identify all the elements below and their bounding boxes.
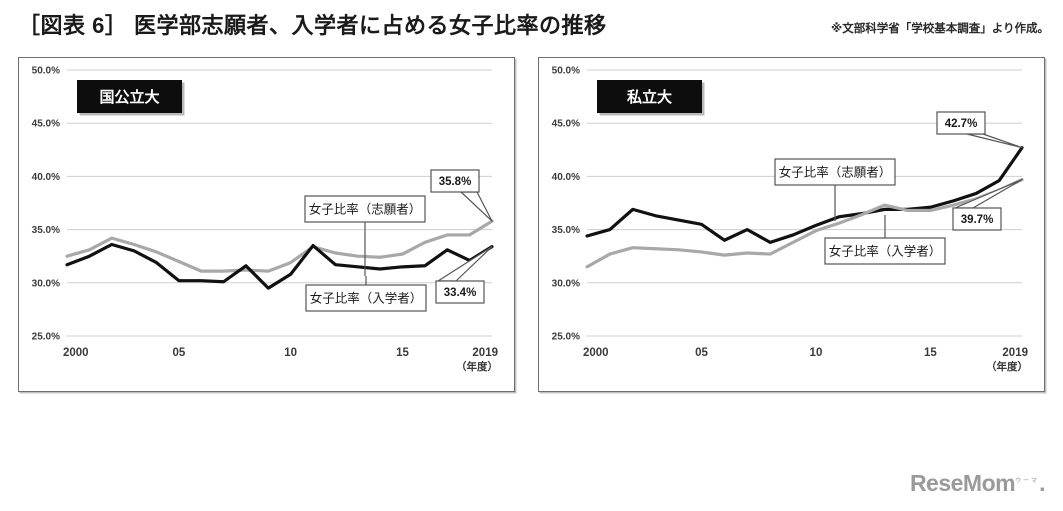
x-axis-tick-label: 2000 bbox=[63, 347, 89, 359]
y-axis-tick-label: 45.0% bbox=[32, 119, 60, 130]
series-line bbox=[585, 177, 1024, 269]
callout-value: 35.8% bbox=[439, 176, 472, 188]
x-axis-tick-label: 2019 bbox=[1002, 347, 1028, 359]
source-note: ※文部科学省「学校基本調査」より作成。 bbox=[831, 23, 1049, 35]
watermark-superscript: ウーマ bbox=[1015, 478, 1040, 485]
callout-pointer bbox=[460, 191, 493, 222]
annotation-box bbox=[774, 158, 896, 186]
page-title: ［図表 6］ 医学部志願者、入学者に占める女子比率の推移 bbox=[18, 13, 607, 38]
chart-title-badge: 私立大 bbox=[597, 80, 705, 116]
x-axis-tick-label: 05 bbox=[695, 347, 708, 359]
chart-title: 私立大 bbox=[627, 88, 672, 106]
chart-panel-private: 50.0% 45.0% 40.0% 35.0% 30.0% 25.0% 2000 05 10 15… bbox=[538, 57, 1045, 392]
y-axis-tick-label: 50.0% bbox=[32, 66, 60, 77]
y-axis-tick-label: 30.0% bbox=[32, 278, 60, 289]
y-axis-tick-label: 40.0% bbox=[32, 172, 60, 183]
annotation-label: 女子比率（志願者） bbox=[779, 165, 892, 180]
annotation-box bbox=[304, 195, 426, 223]
end-value-callout: 39.7% bbox=[952, 178, 1023, 231]
end-value-callout: 35.8% bbox=[430, 169, 493, 222]
callout-value: 33.4% bbox=[444, 287, 477, 299]
callout-value: 42.7% bbox=[945, 118, 978, 130]
watermark-dot: . bbox=[1039, 470, 1045, 496]
series-annotation: 女子比率（志願者） bbox=[304, 195, 426, 276]
badge-background bbox=[597, 80, 702, 113]
chart-title-badge: 国公立大 bbox=[77, 80, 185, 116]
callout-value: 39.7% bbox=[961, 214, 994, 226]
x-axis-ticks: 2000 05 10 15 2019（年度） bbox=[63, 347, 498, 373]
chart-title: 国公立大 bbox=[99, 88, 159, 106]
y-gridlines: 50.0% 45.0% 40.0% 35.0% 30.0% 25.0% bbox=[32, 66, 492, 343]
y-axis-tick-label: 45.0% bbox=[552, 119, 580, 130]
callout-box bbox=[435, 280, 485, 304]
series-line bbox=[585, 146, 1024, 244]
chart-panel-national-public: 50.0% 45.0% 40.0% 35.0% 30.0% 25.0% 2000 05 10 15… bbox=[18, 57, 515, 392]
x-axis-unit-label: （年度） bbox=[986, 360, 1028, 373]
badge-background bbox=[77, 80, 182, 113]
annotation-box bbox=[305, 284, 427, 312]
x-axis-ticks: 2000 05 10 15 2019（年度） bbox=[583, 347, 1028, 373]
callout-box bbox=[936, 111, 986, 135]
x-axis-tick-label: 10 bbox=[810, 347, 823, 359]
chart-svg-private: 50.0% 45.0% 40.0% 35.0% 30.0% 25.0%2000 05 10 15… bbox=[552, 66, 1028, 374]
series-line bbox=[65, 219, 494, 273]
figure-header: ［図表 6］ 医学部志願者、入学者に占める女子比率の推移 ※文部科学省「学校基本… bbox=[0, 0, 1063, 48]
y-axis-tick-label: 25.0% bbox=[32, 332, 60, 343]
resemom-watermark: ReseMomウーマ. bbox=[909, 470, 1046, 497]
annotation-label: 女子比率（入学者） bbox=[310, 291, 423, 306]
chart-svg-national-public: 50.0% 45.0% 40.0% 35.0% 30.0% 25.0%2000 05 10 15… bbox=[32, 66, 498, 374]
series-annotation: 女子比率（志願者） bbox=[774, 158, 896, 221]
callout-box bbox=[430, 169, 480, 193]
x-axis-tick-label: 05 bbox=[172, 347, 185, 359]
y-axis-tick-label: 50.0% bbox=[552, 66, 580, 77]
series-annotation: 女子比率（入学者） bbox=[305, 276, 427, 312]
x-axis-tick-label: 10 bbox=[284, 347, 297, 359]
callout-box bbox=[952, 207, 1002, 231]
y-axis-tick-label: 30.0% bbox=[552, 278, 580, 289]
series-line bbox=[65, 242, 494, 290]
x-axis-tick-label: 15 bbox=[924, 347, 937, 359]
x-axis-unit-label: （年度） bbox=[456, 360, 498, 373]
annotation-label: 女子比率（入学者） bbox=[829, 244, 942, 259]
callout-pointer bbox=[954, 178, 1023, 209]
x-axis-tick-label: 2019 bbox=[472, 347, 498, 359]
x-axis-tick-label: 15 bbox=[396, 347, 409, 359]
end-value-callout: 33.4% bbox=[435, 246, 493, 304]
end-value-callout: 42.7% bbox=[936, 111, 1023, 149]
y-axis-tick-label: 35.0% bbox=[32, 225, 60, 236]
y-axis-tick-label: 40.0% bbox=[552, 172, 580, 183]
series-annotation: 女子比率（入学者） bbox=[824, 215, 946, 265]
annotation-box bbox=[824, 237, 946, 265]
annotation-label: 女子比率（志願者） bbox=[309, 202, 422, 217]
callout-pointer bbox=[966, 133, 1023, 149]
x-axis-tick-label: 2000 bbox=[583, 347, 609, 359]
y-axis-tick-label: 25.0% bbox=[552, 332, 580, 343]
y-axis-tick-label: 35.0% bbox=[552, 225, 580, 236]
watermark-text: ReseMom bbox=[909, 470, 1016, 496]
